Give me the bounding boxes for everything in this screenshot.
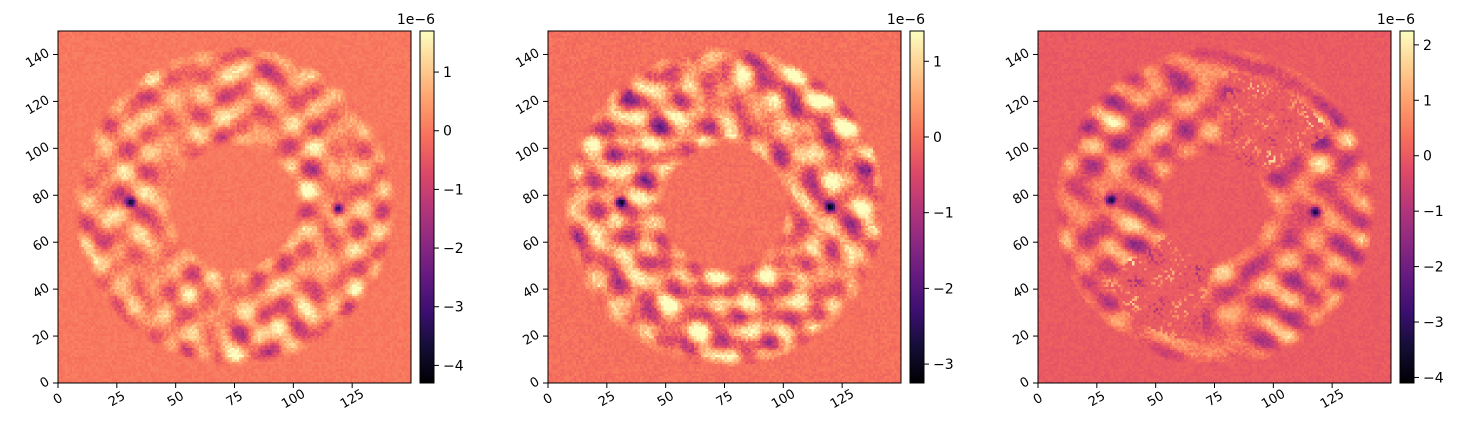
y-tick-label: 120: [23, 93, 52, 118]
y-tick-label: 60: [31, 234, 53, 255]
x-tick-label: 125: [828, 387, 857, 412]
y-tick-label: 0: [38, 374, 53, 391]
y-tick-label: 40: [521, 281, 543, 302]
colorbar-tick-label: −3: [933, 357, 954, 373]
heatmap-panel-1: 0 25 50 75 100 125 0 20 40 60 80 100 120 140 1 0 −1 −2 −3 −…: [23, 12, 463, 412]
x-tick-label: 75: [714, 389, 736, 410]
colorbar-tick-label: −2: [933, 281, 954, 297]
colorbar-tick-label: −1: [443, 182, 464, 198]
colorbar-tick-label: −3: [443, 300, 464, 316]
colorbar-tick-label: −4: [1423, 370, 1444, 386]
colorbar-exponent-label: 1e−6: [1377, 12, 1415, 28]
y-tick-label: 40: [1011, 281, 1033, 302]
heatmap-image: [548, 31, 901, 383]
x-tick-label: 0: [541, 391, 556, 408]
colorbar-tick-label: 2: [1423, 38, 1432, 54]
y-tick-label: 140: [513, 46, 542, 71]
y-tick-label: 20: [1011, 328, 1033, 349]
heatmap-image: [1038, 31, 1391, 383]
x-tick-label: 100: [1259, 387, 1288, 412]
colorbar-tick-label: 1: [1423, 93, 1432, 109]
colorbar-tick-label: −2: [1423, 260, 1444, 276]
colorbar-frame: [1399, 30, 1415, 384]
y-tick-label: 120: [513, 93, 542, 118]
y-tick-label: 0: [528, 374, 543, 391]
y-tick-label: 0: [1018, 374, 1033, 391]
colorbar-tick-label: −4: [443, 358, 464, 374]
heatmap-panel-3: 0 25 50 75 100 125 0 20 40 60 80 100 120 140 2 1 0 −1 −2 −3…: [1003, 12, 1443, 412]
y-tick-label: 60: [521, 234, 543, 255]
y-tick-label: 80: [31, 187, 53, 208]
x-tick-label: 50: [1145, 389, 1167, 410]
y-tick-label: 100: [1003, 140, 1032, 165]
x-tick-label: 25: [106, 389, 128, 410]
colorbar-tick-label: −1: [933, 206, 954, 222]
x-tick-label: 0: [51, 391, 66, 408]
x-tick-label: 125: [338, 387, 367, 412]
x-tick-label: 75: [224, 389, 246, 410]
x-tick-label: 100: [769, 387, 798, 412]
colorbar-tick-label: −1: [1423, 204, 1444, 220]
x-tick-label: 25: [1086, 389, 1108, 410]
x-tick-label: 75: [1204, 389, 1226, 410]
colorbar-tick-label: 1: [443, 65, 452, 81]
y-tick-label: 20: [521, 328, 543, 349]
y-tick-label: 20: [31, 328, 53, 349]
colorbar-frame: [419, 30, 435, 384]
heatmap-image: [58, 31, 411, 383]
colorbar-tick-label: −3: [1423, 315, 1444, 331]
colorbar-tick-label: −2: [443, 241, 464, 257]
x-tick-label: 0: [1031, 391, 1046, 408]
y-tick-label: 60: [1011, 234, 1033, 255]
colorbar-exponent-label: 1e−6: [887, 12, 925, 28]
x-tick-label: 100: [279, 387, 308, 412]
y-tick-label: 120: [1003, 93, 1032, 118]
x-tick-label: 50: [655, 389, 677, 410]
x-tick-label: 25: [596, 389, 618, 410]
colorbar-gradient: [420, 31, 434, 383]
colorbar-gradient: [1400, 31, 1414, 383]
x-tick-label: 125: [1318, 387, 1347, 412]
colorbar-gradient: [910, 31, 924, 383]
colorbar-exponent-label: 1e−6: [397, 12, 435, 28]
y-tick-label: 100: [513, 140, 542, 165]
colorbar-frame: [909, 30, 925, 384]
y-tick-label: 100: [23, 140, 52, 165]
heatmap-panel-2: 0 25 50 75 100 125 0 20 40 60 80 100 120 140 1 0 −1 −2 −3 1…: [513, 12, 953, 412]
y-tick-label: 40: [31, 281, 53, 302]
y-tick-label: 140: [23, 46, 52, 71]
x-tick-label: 50: [165, 389, 187, 410]
colorbar-tick-label: 1: [933, 54, 942, 70]
y-tick-label: 80: [1011, 187, 1033, 208]
colorbar-tick-label: 0: [1423, 149, 1432, 165]
colorbar-tick-label: 0: [933, 130, 942, 146]
y-tick-label: 140: [1003, 46, 1032, 71]
y-tick-label: 80: [521, 187, 543, 208]
colorbar-tick-label: 0: [443, 124, 452, 140]
